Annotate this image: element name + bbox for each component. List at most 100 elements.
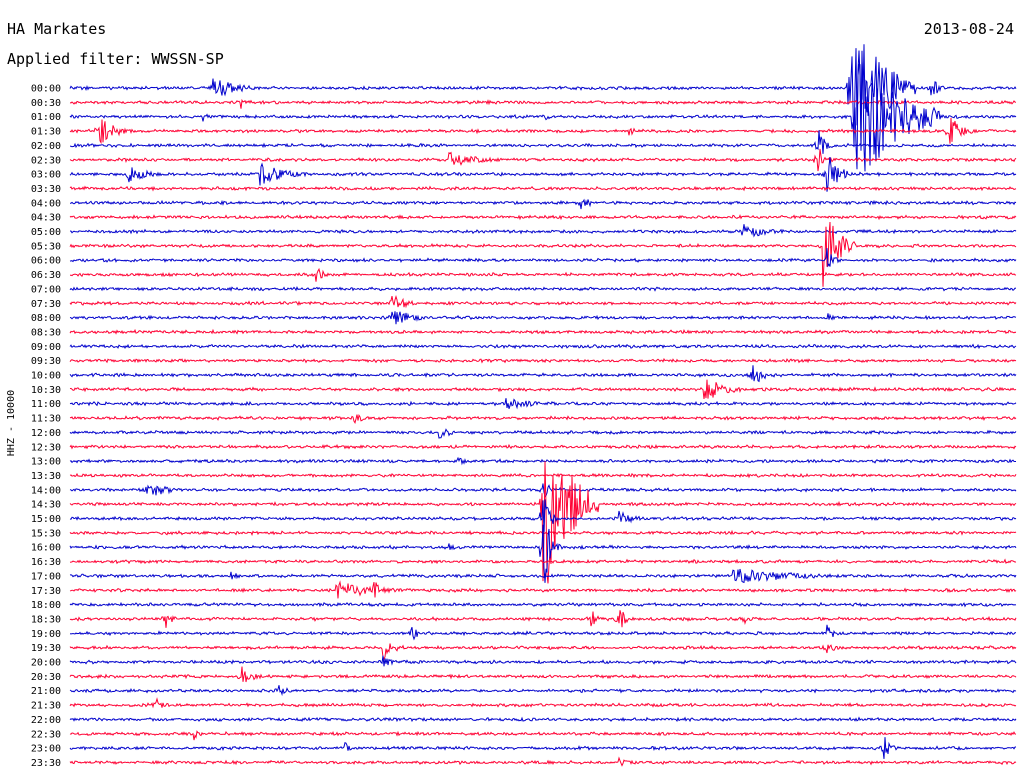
- time-label: 22:30: [31, 729, 61, 740]
- time-label: 22:00: [31, 715, 61, 726]
- trace-line: [69, 456, 1016, 466]
- trace-line: [69, 398, 1017, 410]
- trace-line: [69, 156, 1017, 192]
- time-label: 08:30: [31, 327, 61, 338]
- trace-line: [69, 685, 1017, 697]
- time-label: 21:30: [31, 701, 61, 712]
- time-label: 01:00: [31, 112, 61, 123]
- record-date: 2013-08-24: [923, 20, 1014, 38]
- time-label: 00:00: [31, 84, 61, 95]
- trace-line: [69, 558, 1017, 565]
- time-label: 10:00: [31, 371, 61, 382]
- trace-line: [69, 414, 1017, 425]
- time-label: 21:00: [31, 686, 61, 697]
- time-label: 18:30: [31, 614, 61, 625]
- trace-line: [69, 443, 1017, 450]
- time-label: 09:30: [31, 356, 61, 367]
- time-label: 11:00: [31, 399, 61, 410]
- trace-line: [69, 697, 1017, 709]
- trace-line: [69, 610, 1017, 628]
- time-label: 16:30: [31, 557, 61, 568]
- time-label: 13:00: [31, 457, 61, 468]
- trace-line: [69, 624, 1017, 641]
- time-label: 20:00: [31, 658, 61, 669]
- trace-line: [69, 580, 1017, 599]
- time-label: 23:30: [31, 758, 61, 769]
- trace-line: [69, 428, 1017, 439]
- filter-label: Applied filter: WWSSN-SP: [7, 50, 224, 68]
- time-label: 18:00: [31, 600, 61, 611]
- time-label: 05:00: [31, 227, 61, 238]
- time-label: 14:30: [31, 500, 61, 511]
- trace-line: [69, 185, 1017, 192]
- time-label: 03:30: [31, 184, 61, 195]
- time-label: 00:30: [31, 98, 61, 109]
- trace-line: [69, 737, 1017, 759]
- time-label: 23:00: [31, 744, 61, 755]
- time-label: 06:30: [31, 270, 61, 281]
- trace-line: [69, 311, 1017, 325]
- trace-line: [69, 98, 1017, 109]
- time-label: 11:30: [31, 414, 61, 425]
- time-label: 01:30: [31, 127, 61, 138]
- time-label: 03:00: [31, 170, 61, 181]
- trace-line: [69, 716, 1017, 723]
- time-label: 06:00: [31, 256, 61, 267]
- trace-line: [69, 357, 1017, 364]
- trace-line: [69, 601, 1017, 608]
- time-label: 04:00: [31, 198, 61, 209]
- time-label: 05:30: [31, 241, 61, 252]
- trace-line: [69, 50, 1017, 172]
- trace-line: [69, 214, 1017, 221]
- trace-line: [69, 483, 1017, 498]
- trace-line: [69, 524, 1017, 583]
- trace-line: [69, 343, 1017, 350]
- trace-group: [69, 44, 1017, 767]
- time-label: 16:00: [31, 543, 61, 554]
- time-label: 20:30: [31, 672, 61, 683]
- trace-line: [69, 499, 1017, 535]
- trace-line: [69, 248, 1017, 268]
- trace-line: [69, 643, 1017, 661]
- time-label: 14:00: [31, 485, 61, 496]
- trace-line: [69, 295, 1017, 309]
- trace-line: [69, 267, 1017, 282]
- time-label: 15:00: [31, 514, 61, 525]
- time-label: 17:30: [31, 586, 61, 597]
- trace-line: [69, 461, 1017, 584]
- trace-line: [69, 328, 1017, 335]
- station-name: HA Markates: [7, 20, 107, 38]
- trace-line: [69, 117, 1017, 145]
- trace-line: [69, 756, 1017, 767]
- time-label: 08:00: [31, 313, 61, 324]
- trace-line: [69, 285, 1017, 292]
- time-label: 02:00: [31, 141, 61, 152]
- time-label: 12:30: [31, 442, 61, 453]
- time-label: 15:30: [31, 528, 61, 539]
- time-label: 12:00: [31, 428, 61, 439]
- time-label: 04:30: [31, 213, 61, 224]
- time-label: 19:00: [31, 629, 61, 640]
- trace-line: [69, 224, 1017, 238]
- time-label: 19:30: [31, 643, 61, 654]
- time-label: 09:00: [31, 342, 61, 353]
- trace-line: [69, 130, 1017, 154]
- y-axis-label: HHZ - 10000: [6, 390, 17, 456]
- trace-line: [69, 379, 1017, 400]
- trace-line: [69, 365, 1017, 383]
- trace-line: [70, 198, 1017, 210]
- time-label: 10:30: [31, 385, 61, 396]
- trace-line: [69, 568, 1017, 584]
- trace-line: [69, 666, 1017, 683]
- trace-line: [69, 655, 1017, 667]
- trace-line: [69, 730, 1017, 741]
- time-label: 17:00: [31, 571, 61, 582]
- trace-line: [69, 221, 1017, 287]
- time-label: 13:30: [31, 471, 61, 482]
- time-label: 07:00: [31, 284, 61, 295]
- trace-line: [69, 472, 1017, 479]
- time-label: 02:30: [31, 155, 61, 166]
- time-label-group: 00:00 00:30 01:00 01:30 02:00 02:30 03:00 03:30…: [31, 84, 61, 769]
- trace-line: [69, 148, 1017, 172]
